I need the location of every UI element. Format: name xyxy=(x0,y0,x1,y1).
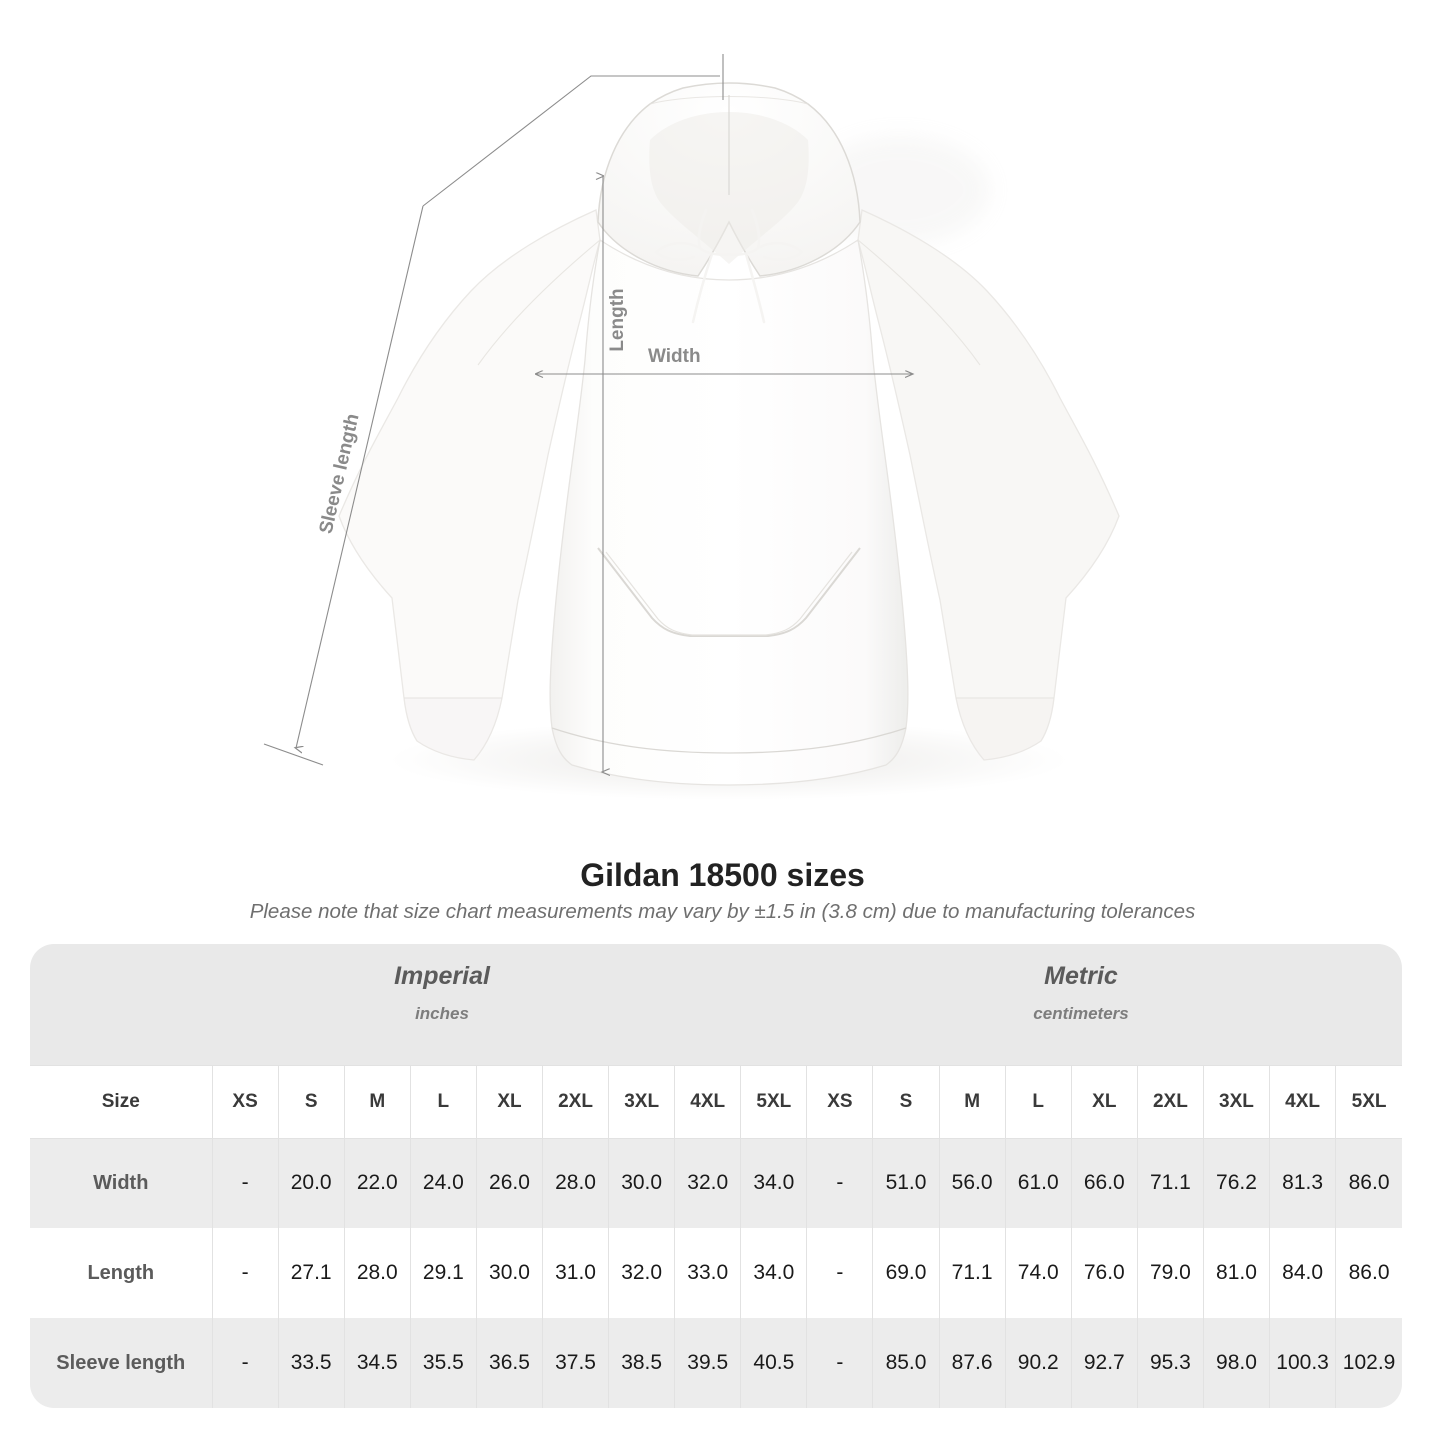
svg-text:Length: Length xyxy=(607,288,628,351)
svg-text:Width: Width xyxy=(648,346,701,367)
svg-text:Sleeve length: Sleeve length xyxy=(316,412,364,536)
